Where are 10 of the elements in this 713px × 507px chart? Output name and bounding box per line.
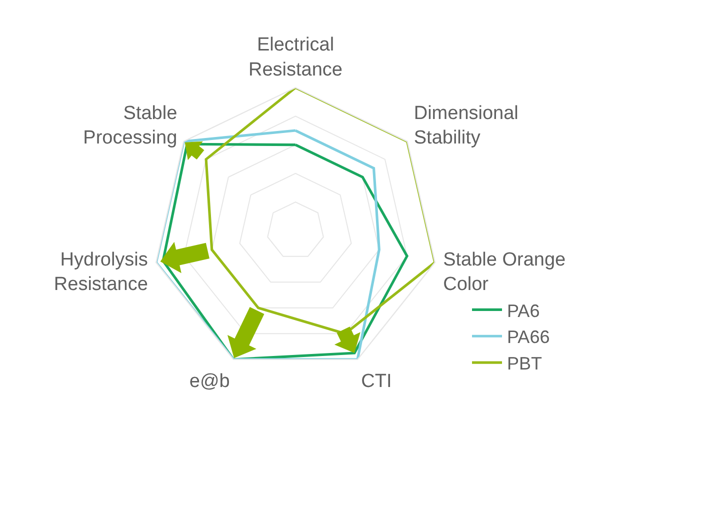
spoke-label: Dimensional Stability	[414, 102, 518, 149]
spoke-label: Hydrolysis Resistance	[54, 249, 148, 296]
spoke-label: Electrical Resistance	[248, 34, 343, 80]
legend-label: PBT	[507, 354, 542, 374]
spoke-label: CTI	[361, 371, 392, 392]
spoke-label: Stable Processing	[83, 102, 178, 149]
legend-label: PA6	[507, 300, 540, 321]
spoke-label: e@b	[189, 371, 230, 392]
legend-label: PA66	[507, 327, 550, 348]
spoke-label: Stable Orange Color	[443, 249, 566, 296]
